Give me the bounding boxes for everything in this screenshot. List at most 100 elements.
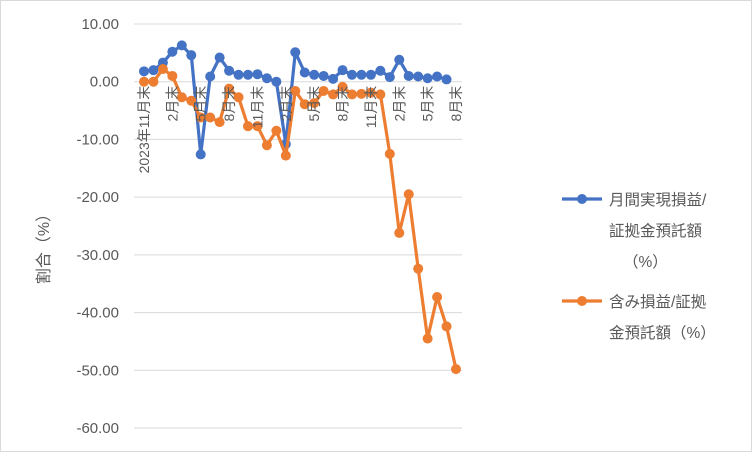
- data-point: [441, 321, 452, 332]
- data-point: [224, 83, 235, 94]
- y-axis-title: 割合（%）: [35, 206, 53, 284]
- legend-label: 含み損益/証拠: [609, 293, 707, 311]
- data-point: [280, 150, 291, 161]
- data-point: [139, 76, 149, 87]
- data-point: [394, 227, 405, 238]
- x-tick-label: 8月末: [448, 86, 464, 122]
- x-tick-label: 8月末: [221, 86, 237, 122]
- data-point: [176, 92, 187, 103]
- x-tick-label: 5月末: [306, 86, 322, 122]
- data-point: [299, 67, 310, 78]
- y-axis-ticks: 10.00 0.00 -10.00 -20.00 -30.00 -40.00 -50.00 -…: [76, 16, 119, 437]
- legend: 月間実現損益/証拠金預託額 （%） 含み損益/証拠金預託額（%）: [562, 191, 716, 342]
- y-tick-label: -40.00: [76, 305, 119, 322]
- data-point: [441, 74, 452, 85]
- series-lines: [139, 40, 461, 375]
- y-tick-label: -20.00: [76, 189, 119, 206]
- data-point: [413, 263, 424, 274]
- legend-item-1: 月間実現損益/証拠金預託額 （%）: [562, 191, 707, 271]
- data-point: [403, 70, 414, 81]
- data-point: [347, 89, 357, 100]
- data-point: [365, 69, 376, 80]
- data-point: [233, 92, 244, 103]
- data-point: [394, 54, 405, 65]
- data-point: [252, 121, 263, 132]
- data-point: [290, 47, 301, 58]
- data-point: [233, 69, 244, 80]
- data-point: [186, 50, 197, 61]
- data-point: [243, 121, 253, 132]
- y-tick-label: 10.00: [81, 16, 119, 33]
- data-point: [365, 87, 376, 98]
- data-point: [186, 95, 197, 106]
- x-tick-label: 11月末: [363, 86, 379, 129]
- data-point: [432, 71, 443, 82]
- data-point: [422, 333, 433, 344]
- data-point: [451, 364, 461, 375]
- data-point: [432, 291, 443, 302]
- legend-label: 証拠金預託額: [609, 222, 702, 240]
- data-point: [205, 112, 216, 123]
- data-point: [403, 189, 414, 200]
- data-point: [261, 140, 272, 151]
- data-point: [318, 70, 329, 81]
- data-point: [195, 112, 206, 123]
- data-point: [224, 65, 235, 76]
- legend-marker: [577, 296, 587, 306]
- data-point: [167, 46, 178, 57]
- data-point: [356, 69, 367, 80]
- data-point: [176, 40, 187, 51]
- data-point: [271, 76, 282, 87]
- data-point: [375, 65, 386, 76]
- data-point: [195, 149, 206, 160]
- series-line: [144, 67, 458, 370]
- gridlines: [134, 23, 462, 429]
- legend-item-2: 含み損益/証拠金預託額（%）: [562, 293, 716, 342]
- data-point: [148, 76, 159, 87]
- data-point: [148, 65, 159, 76]
- y-tick-label: -30.00: [76, 247, 119, 264]
- data-point: [214, 52, 225, 63]
- legend-marker: [577, 194, 587, 204]
- x-axis-labels: 2023年11月末 2月末 5月末 8月末 11月末 2月末 5月末 8月末 11月末 2月末 5月…: [136, 86, 464, 174]
- y-tick-label: -60.00: [76, 420, 119, 437]
- data-point: [271, 125, 282, 136]
- data-point: [413, 71, 424, 82]
- data-point: [356, 88, 367, 99]
- data-point: [139, 66, 149, 77]
- data-point: [157, 64, 168, 75]
- y-tick-label: -10.00: [76, 131, 119, 148]
- data-point: [252, 69, 263, 80]
- x-tick-label: 2月末: [391, 86, 407, 122]
- data-point: [384, 148, 395, 159]
- data-point: [309, 98, 320, 109]
- y-tick-label: -50.00: [76, 362, 119, 379]
- x-tick-label: 11月末: [250, 86, 266, 129]
- series-2: [139, 64, 461, 375]
- legend-label: 月間実現損益/: [609, 191, 707, 209]
- x-tick-label: 8月末: [335, 86, 351, 122]
- x-tick-label: 2月末: [278, 86, 294, 122]
- data-point: [347, 69, 357, 80]
- data-point: [243, 69, 253, 80]
- x-tick-label: 5月末: [420, 86, 436, 122]
- x-tick-label: 2月末: [164, 86, 180, 122]
- data-point: [375, 89, 386, 100]
- data-point: [299, 99, 310, 110]
- data-point: [337, 81, 348, 92]
- x-tick-label: 2023年11月末: [136, 86, 152, 174]
- data-point: [328, 73, 339, 84]
- data-point: [167, 70, 178, 81]
- legend-label: （%）: [623, 254, 668, 271]
- data-point: [422, 73, 433, 84]
- data-point: [205, 71, 216, 82]
- legend-label: 金預託額（%）: [609, 324, 716, 342]
- data-point: [309, 69, 320, 80]
- data-point: [337, 65, 348, 76]
- x-tick-label: 5月末: [193, 86, 209, 122]
- y-tick-label: 0.00: [90, 74, 119, 91]
- data-point: [214, 117, 225, 128]
- data-point: [318, 85, 329, 96]
